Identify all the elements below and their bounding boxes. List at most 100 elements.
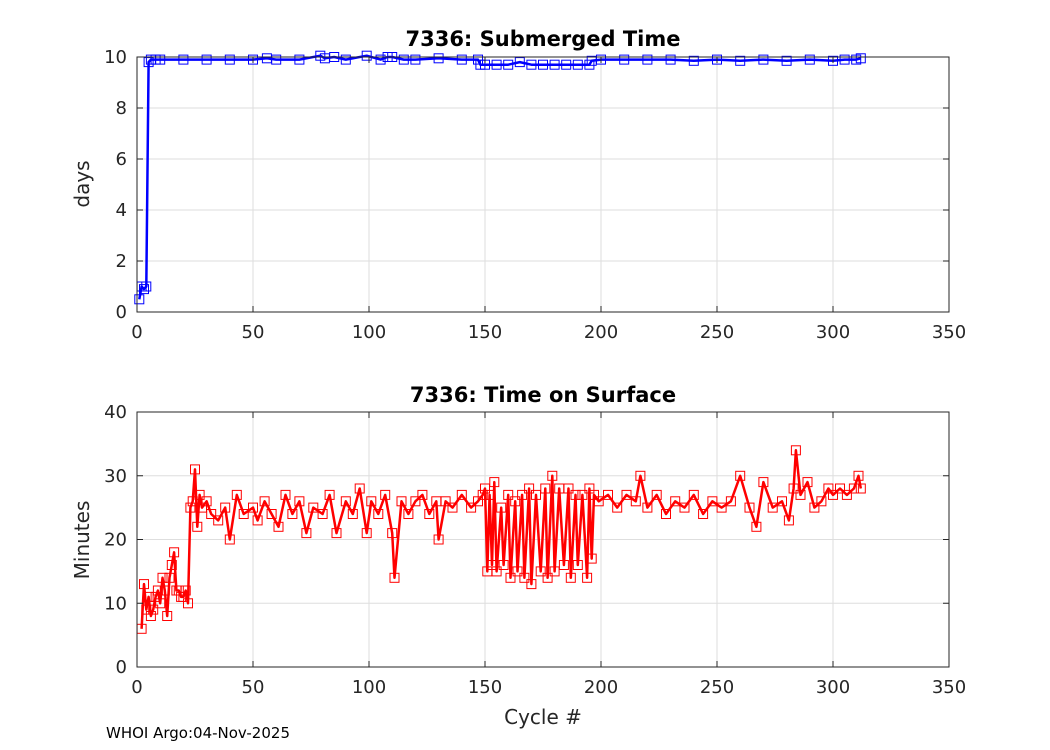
- surface-time-ytick-label: 10: [104, 593, 127, 614]
- surface-time-data-point: [848, 483, 859, 494]
- surface-time-data-point: [259, 496, 270, 507]
- surface-time-data-point: [491, 566, 502, 577]
- submerged-time-ytick-label: 0: [116, 302, 127, 323]
- surface-time-ytick-label: 30: [104, 466, 127, 487]
- surface-time-xtick-label: 350: [932, 677, 966, 698]
- surface-time-data-point: [841, 489, 852, 500]
- surface-time-data-point: [252, 515, 263, 526]
- surface-time-data-point: [547, 470, 558, 481]
- submerged-time-ticks: 0 50 100 150 200 250 300 350 0 2 4 6 8 10: [104, 47, 966, 343]
- surface-time-data-point: [403, 509, 414, 519]
- surface-time-data-point: [565, 572, 576, 583]
- submerged-time-data-point: [804, 54, 815, 65]
- surface-time-ticks: 0 50 100 150 200 250 300 350 0 10 20 30 40: [104, 402, 966, 698]
- surface-time-data-point: [635, 470, 646, 481]
- surface-time-data-point: [194, 489, 205, 500]
- surface-time-data-point: [347, 509, 358, 519]
- surface-time-data-point: [162, 611, 173, 621]
- surface-time-data-point: [301, 528, 312, 539]
- submerged-time-data-point: [572, 59, 583, 70]
- submerged-time-data-point: [271, 54, 282, 65]
- surface-time-data-point: [777, 496, 787, 507]
- surface-time-data-point: [185, 502, 196, 513]
- surface-time-data-point: [155, 598, 166, 609]
- surface-time-data-point: [148, 604, 159, 615]
- surface-time-data-point: [273, 521, 284, 532]
- submerged-time-data-point: [398, 54, 409, 65]
- surface-time-data-point: [433, 534, 444, 545]
- submerged-time-data-point: [781, 55, 792, 66]
- surface-time-data-point: [716, 502, 727, 513]
- submerged-time-data-point: [538, 59, 548, 70]
- surface-time-data-point: [183, 598, 193, 609]
- surface-time-data-point: [206, 509, 217, 519]
- submerged-time-data-point: [375, 54, 386, 65]
- surface-time-data-point: [526, 579, 537, 590]
- submerged-time-xtick-label: 250: [700, 322, 734, 343]
- surface-time-data-point: [586, 553, 597, 564]
- surface-time-data-point: [816, 496, 827, 507]
- surface-time-data-point: [512, 566, 523, 577]
- surface-time-data-point: [152, 585, 163, 596]
- surface-time-data-point: [417, 489, 428, 500]
- surface-time-data-point: [139, 579, 149, 590]
- submerged-time-data-point: [224, 54, 235, 65]
- submerged-time-data-point: [665, 54, 676, 65]
- submerged-time-data-point: [491, 59, 502, 70]
- surface-time-data-point: [201, 496, 212, 507]
- surface-time-data-point: [157, 572, 168, 583]
- surface-time-data-point: [855, 483, 866, 494]
- surface-time-xtick-label: 200: [584, 677, 618, 698]
- surface-time-data-point: [790, 445, 801, 456]
- surface-time-data-point: [366, 496, 377, 507]
- submerged-time-data-point: [549, 59, 560, 70]
- surface-time-data-point: [424, 509, 435, 519]
- submerged-time-xtick-label: 200: [584, 322, 618, 343]
- surface-time-data-point: [505, 572, 516, 583]
- surface-time-data-point: [510, 496, 521, 507]
- surface-time-data-point: [802, 477, 813, 488]
- surface-time-xtick-label: 100: [352, 677, 386, 698]
- surface-time-data-point: [466, 502, 477, 513]
- surface-time-data-point: [835, 483, 845, 494]
- surface-time-data-point: [735, 470, 746, 481]
- surface-time-data-point: [238, 509, 249, 519]
- submerged-time-data-point: [456, 54, 467, 65]
- surface-time-ylabel: Minutes: [70, 501, 94, 580]
- submerged-time-data-point: [526, 59, 537, 70]
- surface-time-data-point: [593, 496, 604, 507]
- surface-time-data-point: [213, 515, 224, 526]
- surface-time-data-point: [642, 502, 653, 513]
- surface-time-data-point: [440, 496, 451, 507]
- submerged-time-data-point: [155, 54, 166, 65]
- surface-time-data-point: [670, 496, 681, 507]
- submerged-time-xtick-label: 100: [352, 322, 386, 343]
- submerged-time-ytick-label: 4: [116, 200, 127, 221]
- surface-time-data-point: [324, 489, 335, 500]
- surface-time-title: 7336: Time on Surface: [410, 383, 676, 407]
- surface-time-data-point: [612, 502, 623, 513]
- surface-time-data-point: [698, 509, 709, 519]
- surface-time-data-point: [603, 489, 613, 500]
- surface-time-data-point: [725, 496, 736, 507]
- surface-time-data-point: [542, 572, 553, 583]
- surface-time-data-point: [190, 464, 200, 475]
- surface-time-data-point: [484, 489, 495, 500]
- submerged-time-data-point: [839, 54, 850, 65]
- surface-time-data-point: [180, 585, 191, 596]
- surface-time-data-point: [558, 560, 569, 570]
- surface-time-xtick-label: 250: [700, 677, 734, 698]
- surface-time-data-point: [751, 521, 762, 532]
- surface-time-data-point: [570, 489, 581, 500]
- surface-time-data-point: [853, 470, 864, 481]
- submerged-time-xtick-label: 350: [932, 322, 966, 343]
- submerged-time-data-point: [619, 54, 630, 65]
- submerged-time-ytick-label: 10: [104, 47, 127, 68]
- submerged-time-xtick-label: 0: [131, 322, 142, 343]
- submerged-time-xtick-label: 50: [242, 322, 265, 343]
- surface-time-data-point: [317, 509, 328, 519]
- footer-credit: WHOI Argo:04-Nov-2025: [106, 724, 290, 742]
- surface-time-chart: 0 50 100 150 200 250 300 350 0 10 20 30 40 7336: Tim…: [70, 383, 966, 729]
- surface-time-data-point: [447, 502, 458, 513]
